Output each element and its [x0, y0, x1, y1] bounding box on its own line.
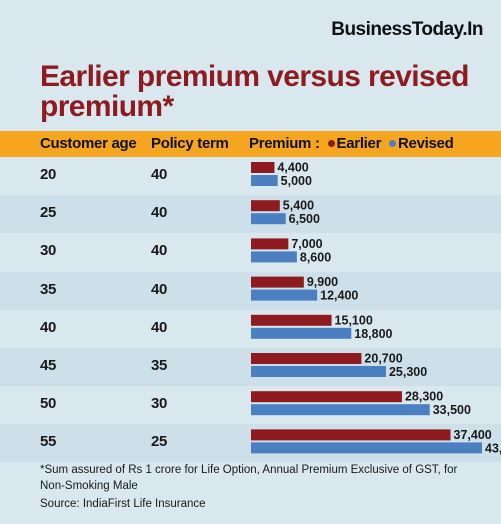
header-premium-label: Premium :	[249, 135, 320, 152]
label-revised: 12,400	[320, 289, 358, 303]
label-earlier: 9,900	[307, 275, 338, 289]
customer-age-cell: 45	[40, 357, 57, 374]
brand-logo: BusinessToday.In	[331, 19, 483, 40]
policy-term-cell: 40	[151, 166, 168, 183]
table-row: 30 40	[0, 233, 501, 271]
legend-earlier-label: Earlier	[336, 135, 382, 152]
policy-term-cell: 25	[151, 433, 168, 451]
legend-revised-label: Revised	[398, 135, 454, 152]
header-policy-term: Policy term	[151, 135, 229, 152]
label-revised: 33,500	[433, 403, 471, 417]
bar-revised	[251, 289, 318, 301]
bar-revised	[251, 251, 297, 263]
bar-earlier	[251, 314, 332, 326]
label-earlier: 15,100	[335, 313, 373, 327]
customer-age-cell: 40	[40, 318, 57, 336]
policy-term-cell: 35	[151, 357, 168, 374]
policy-term-cell: 30	[151, 395, 168, 413]
source-note: Source: IndiaFirst Life Insurance	[40, 498, 206, 510]
bar-revised	[251, 327, 352, 339]
customer-age-cell: 30	[40, 242, 57, 260]
policy-term-cell: 40	[151, 204, 168, 222]
label-earlier: 5,400	[283, 199, 314, 213]
table-row: 50 30	[0, 386, 501, 424]
label-earlier: 4,400	[277, 161, 308, 175]
customer-age-cell: 25	[40, 204, 57, 222]
table-row: 25 40	[0, 195, 501, 234]
bar-revised	[251, 213, 286, 225]
label-revised: 6,500	[289, 212, 320, 226]
legend-earlier-dot-icon	[327, 139, 335, 147]
bar-revised	[251, 366, 386, 377]
label-revised: 8,600	[300, 250, 331, 264]
bar-earlier	[251, 238, 289, 250]
label-revised: 43,300	[485, 441, 501, 455]
bar-earlier	[251, 200, 280, 212]
table-header: Customer age Policy term Premium : Earli…	[0, 131, 501, 157]
legend-revised-dot-icon	[389, 139, 397, 147]
label-earlier: 37,400	[454, 428, 492, 442]
customer-age-cell: 35	[40, 280, 57, 298]
label-revised: 5,000	[281, 174, 312, 188]
footnote: *Sum assured of Rs 1 crore for Life Opti…	[40, 464, 458, 492]
customer-age-cell: 50	[40, 395, 57, 413]
label-earlier: 7,000	[291, 237, 322, 251]
policy-term-cell: 40	[151, 242, 168, 260]
table-row: 45 35	[0, 348, 501, 386]
bar-earlier	[251, 276, 304, 288]
bar-revised	[251, 404, 430, 416]
bar-earlier	[251, 391, 402, 403]
label-earlier: 20,700	[364, 352, 402, 366]
bar-earlier	[251, 162, 275, 173]
header-customer-age: Customer age	[40, 135, 137, 152]
header-premium: Premium : Earlier Revised	[249, 135, 454, 152]
table-row: 20 40	[0, 157, 501, 195]
bar-revised	[251, 175, 278, 186]
label-earlier: 28,300	[405, 390, 443, 404]
table-row: 35 40	[0, 271, 501, 310]
bar-earlier	[251, 429, 451, 441]
customer-age-cell: 20	[40, 166, 57, 183]
bar-revised	[251, 442, 482, 454]
label-revised: 18,800	[354, 327, 392, 341]
label-revised: 25,300	[389, 365, 427, 379]
bar-earlier	[251, 353, 362, 364]
customer-age-cell: 55	[40, 433, 57, 451]
policy-term-cell: 40	[151, 318, 168, 336]
table-row: 40 40	[0, 310, 501, 348]
policy-term-cell: 40	[151, 280, 168, 298]
chart-title: Earlier premium versus revised premium*	[40, 60, 470, 123]
